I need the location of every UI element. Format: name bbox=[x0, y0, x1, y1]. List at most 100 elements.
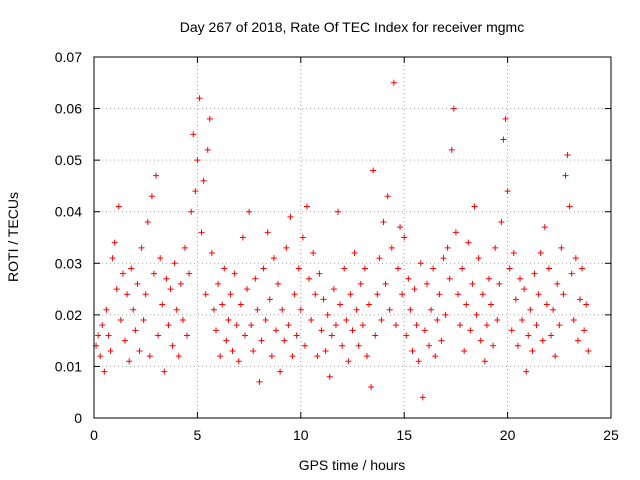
data-point bbox=[556, 322, 563, 329]
data-point bbox=[465, 239, 472, 246]
data-point bbox=[113, 286, 120, 293]
data-point bbox=[376, 255, 383, 262]
data-point bbox=[258, 337, 265, 344]
data-point bbox=[405, 275, 412, 282]
data-point bbox=[179, 317, 186, 324]
data-point bbox=[438, 337, 445, 344]
data-point bbox=[184, 332, 191, 339]
data-point bbox=[295, 265, 302, 272]
data-point bbox=[248, 322, 255, 329]
data-point bbox=[411, 286, 418, 293]
data-point bbox=[270, 255, 277, 262]
data-point bbox=[467, 327, 474, 334]
data-point bbox=[163, 275, 170, 282]
data-point bbox=[378, 317, 385, 324]
data-point bbox=[99, 322, 106, 329]
data-point bbox=[272, 327, 279, 334]
data-point bbox=[210, 306, 217, 313]
data-point bbox=[345, 358, 352, 365]
data-point bbox=[452, 229, 459, 236]
data-point bbox=[572, 255, 579, 262]
data-point bbox=[583, 301, 590, 308]
data-point bbox=[328, 332, 335, 339]
data-point bbox=[146, 353, 153, 360]
data-point bbox=[347, 291, 354, 298]
axis-tick-labels: 0 5 10 15 20 25 0 0.01 0.02 0.03 0.04 0.05 0.06 0.07 bbox=[55, 49, 619, 443]
data-point bbox=[252, 275, 259, 282]
data-point bbox=[380, 219, 387, 226]
data-point bbox=[388, 244, 395, 251]
data-point bbox=[541, 224, 548, 231]
data-point bbox=[384, 193, 391, 200]
data-point bbox=[297, 306, 304, 313]
data-point bbox=[138, 244, 145, 251]
data-point bbox=[430, 265, 437, 272]
data-point bbox=[289, 353, 296, 360]
data-point bbox=[579, 265, 586, 272]
data-point bbox=[337, 301, 344, 308]
data-point bbox=[134, 280, 141, 287]
data-point bbox=[318, 327, 325, 334]
data-point bbox=[390, 79, 397, 86]
data-point bbox=[254, 306, 261, 313]
data-point bbox=[392, 322, 399, 329]
data-point bbox=[475, 255, 482, 262]
data-point bbox=[428, 306, 435, 313]
data-point bbox=[353, 306, 360, 313]
y-tick-label: 0.01 bbox=[55, 358, 82, 374]
x-tick-label: 10 bbox=[293, 427, 309, 443]
data-point bbox=[330, 286, 337, 293]
data-point bbox=[473, 311, 480, 318]
data-point bbox=[111, 239, 118, 246]
data-point bbox=[192, 188, 199, 195]
data-point bbox=[148, 193, 155, 200]
data-point bbox=[144, 219, 151, 226]
data-point bbox=[403, 332, 410, 339]
data-point bbox=[351, 249, 358, 256]
data-point bbox=[140, 317, 147, 324]
data-point bbox=[225, 317, 232, 324]
x-tick-label: 25 bbox=[603, 427, 619, 443]
data-point bbox=[517, 275, 524, 282]
data-point bbox=[539, 337, 546, 344]
data-point bbox=[471, 203, 478, 210]
data-point bbox=[219, 301, 226, 308]
data-point bbox=[264, 229, 271, 236]
data-point bbox=[394, 265, 401, 272]
data-point bbox=[481, 358, 488, 365]
data-point bbox=[221, 265, 228, 272]
data-point bbox=[529, 347, 536, 354]
data-point bbox=[488, 301, 495, 308]
data-point bbox=[407, 306, 414, 313]
data-point bbox=[109, 255, 116, 262]
data-point bbox=[461, 347, 468, 354]
data-point bbox=[130, 306, 137, 313]
data-point bbox=[537, 249, 544, 256]
data-point bbox=[349, 327, 356, 334]
data-point bbox=[229, 347, 236, 354]
data-point bbox=[167, 286, 174, 293]
data-point bbox=[115, 203, 122, 210]
data-point bbox=[246, 208, 253, 215]
data-point bbox=[548, 332, 555, 339]
data-point bbox=[215, 280, 222, 287]
data-point bbox=[469, 280, 476, 287]
data-point bbox=[119, 270, 126, 277]
data-point bbox=[177, 280, 184, 287]
data-point bbox=[421, 327, 428, 334]
data-point bbox=[256, 378, 263, 385]
data-point bbox=[397, 224, 404, 231]
data-point bbox=[204, 146, 211, 153]
data-point bbox=[171, 260, 178, 267]
data-point bbox=[268, 353, 275, 360]
data-point bbox=[266, 296, 273, 303]
data-point bbox=[196, 95, 203, 102]
data-point bbox=[423, 280, 430, 287]
data-point bbox=[324, 311, 331, 318]
data-point bbox=[343, 317, 350, 324]
data-point bbox=[568, 270, 575, 277]
x-tick-label: 5 bbox=[194, 427, 202, 443]
data-point bbox=[440, 255, 447, 262]
